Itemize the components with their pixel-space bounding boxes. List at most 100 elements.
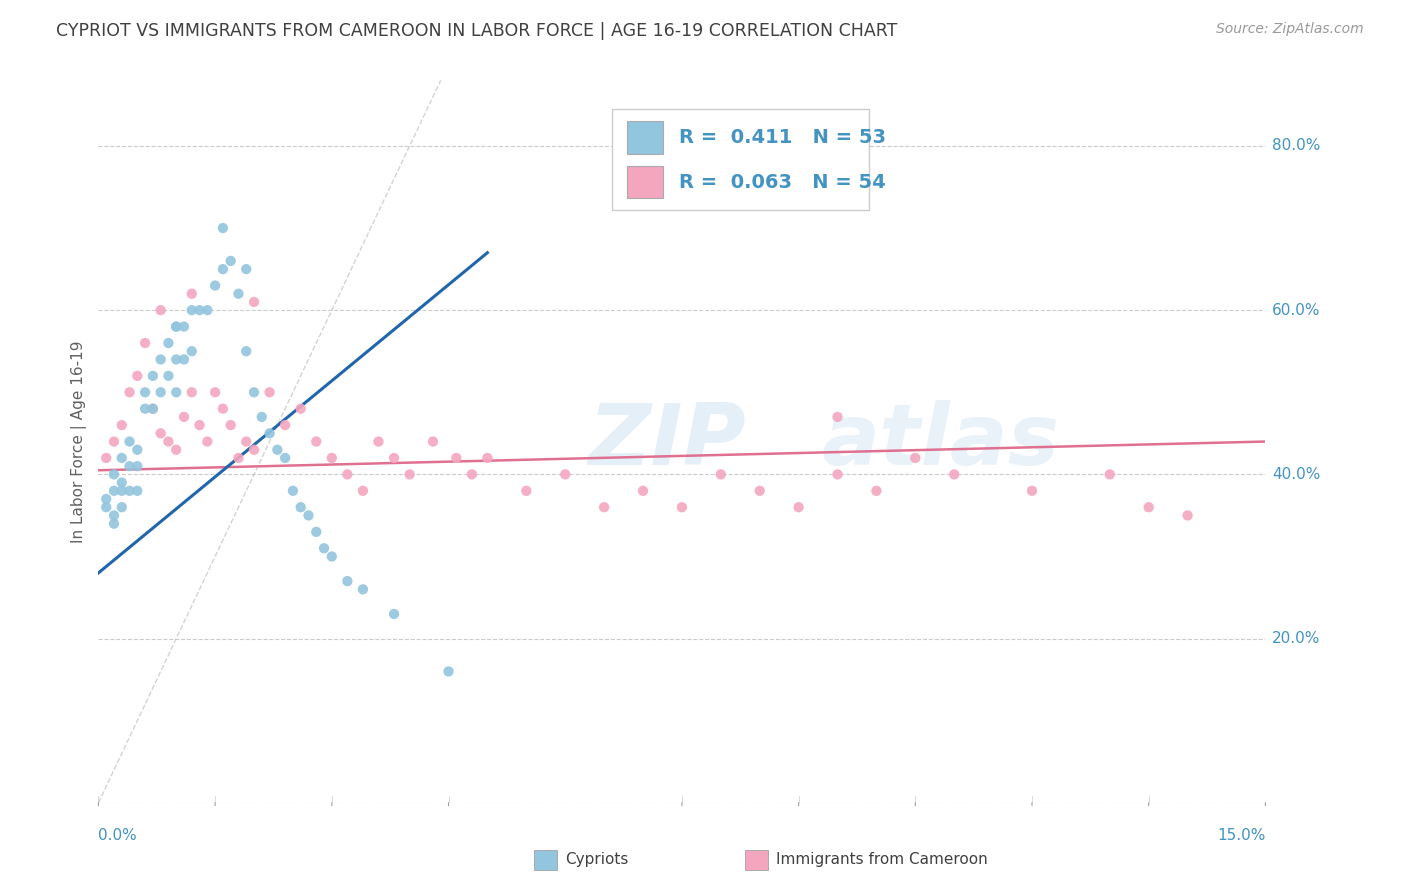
Point (180, 344, 202, 359)
Point (1098, 467, 1121, 482)
Point (321, 450, 343, 465)
Point (103, 467, 125, 482)
Point (180, 286, 202, 301)
Point (157, 434, 180, 449)
Point (515, 483, 537, 498)
Point (710, 467, 733, 482)
Point (149, 352, 172, 367)
Point (305, 524, 328, 539)
Point (321, 549, 343, 564)
Point (127, 368, 149, 383)
Point (235, 344, 257, 359)
Point (593, 500, 616, 515)
Point (904, 450, 927, 465)
Point (149, 385, 172, 400)
Point (96, 491, 118, 506)
Point (149, 426, 172, 441)
Point (157, 336, 180, 351)
Point (157, 368, 180, 383)
Text: 20.0%: 20.0% (1272, 632, 1320, 646)
Point (1177, 508, 1199, 523)
Point (134, 385, 156, 400)
Point (671, 500, 693, 515)
Y-axis label: In Labor Force | Age 16-19: In Labor Force | Age 16-19 (72, 340, 87, 543)
Point (554, 467, 576, 482)
Point (305, 434, 328, 449)
Point (943, 467, 966, 482)
Point (274, 450, 297, 465)
Text: CYPRIOT VS IMMIGRANTS FROM CAMEROON IN LABOR FORCE | AGE 16-19 CORRELATION CHART: CYPRIOT VS IMMIGRANTS FROM CAMEROON IN L… (56, 22, 897, 40)
Point (336, 467, 359, 482)
Point (212, 262, 235, 277)
Point (274, 418, 297, 433)
Point (111, 483, 134, 498)
Point (111, 475, 134, 490)
Point (180, 385, 202, 400)
Text: R =  0.063   N = 54: R = 0.063 N = 54 (679, 172, 886, 192)
Point (827, 467, 849, 482)
Text: 60.0%: 60.0% (1272, 302, 1320, 318)
Point (290, 401, 312, 416)
Point (228, 450, 250, 465)
Point (422, 434, 444, 449)
Point (235, 434, 257, 449)
Point (165, 352, 187, 367)
Point (204, 278, 226, 293)
Point (173, 409, 195, 424)
Point (127, 459, 149, 474)
Point (195, 434, 218, 449)
Point (461, 467, 484, 482)
Point (118, 459, 141, 474)
Point (165, 319, 187, 334)
Point (188, 303, 211, 318)
Point (1021, 483, 1043, 498)
Point (446, 450, 468, 465)
Point (149, 303, 172, 318)
Point (290, 500, 312, 515)
Point (103, 516, 125, 531)
Point (142, 401, 165, 416)
Text: ZIP: ZIP (589, 400, 747, 483)
Point (243, 385, 266, 400)
Point (96, 500, 118, 515)
Point (382, 450, 405, 465)
Text: R =  0.411   N = 53: R = 0.411 N = 53 (679, 128, 886, 147)
Point (165, 385, 187, 400)
Point (142, 368, 165, 383)
Text: Source: ZipAtlas.com: Source: ZipAtlas.com (1216, 22, 1364, 37)
Point (118, 483, 141, 498)
Point (250, 409, 273, 424)
Point (352, 483, 374, 498)
Point (173, 352, 195, 367)
Point (103, 434, 125, 449)
Point (111, 418, 134, 433)
Point (188, 418, 211, 433)
Point (127, 442, 149, 457)
Text: 80.0%: 80.0% (1272, 138, 1320, 153)
Point (204, 385, 226, 400)
Point (127, 483, 149, 498)
Point (631, 483, 654, 498)
Point (865, 483, 887, 498)
Text: 0.0%: 0.0% (98, 828, 138, 843)
Point (111, 450, 134, 465)
Point (1137, 500, 1160, 515)
Point (259, 426, 281, 441)
Point (312, 541, 335, 556)
Point (212, 221, 235, 235)
Point (219, 253, 242, 268)
Point (134, 401, 156, 416)
Point (297, 508, 319, 523)
Point (219, 418, 242, 433)
Point (118, 385, 141, 400)
Text: Cypriots: Cypriots (565, 853, 628, 867)
Point (134, 336, 156, 351)
Point (173, 319, 195, 334)
Point (787, 500, 810, 515)
Point (165, 442, 187, 457)
Point (142, 401, 165, 416)
Point (165, 319, 187, 334)
Point (748, 483, 770, 498)
Point (352, 582, 374, 597)
Point (235, 262, 257, 277)
